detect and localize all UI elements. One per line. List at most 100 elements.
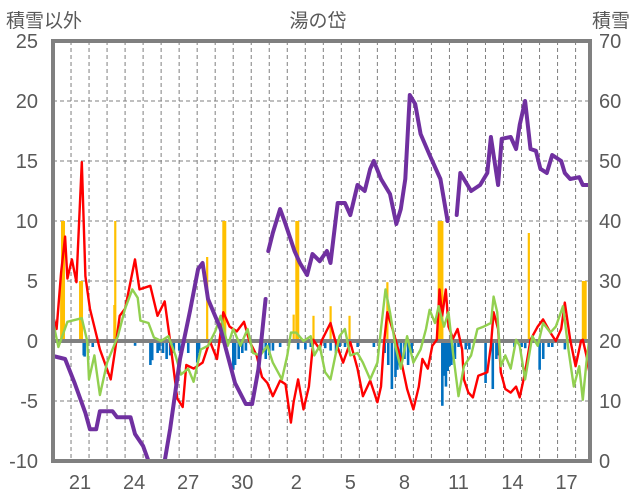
- negative-bar: [161, 341, 165, 353]
- positive-bar: [312, 315, 315, 341]
- right-tick-label: 60: [599, 91, 621, 113]
- negative-bar: [406, 341, 410, 365]
- negative-bar: [372, 341, 376, 347]
- negative-bar: [304, 341, 307, 350]
- x-tick-label: 11: [448, 472, 469, 494]
- left-axis-title: 積雪以外: [6, 10, 82, 32]
- negative-bar: [338, 341, 341, 347]
- right-tick-label: 30: [599, 271, 621, 293]
- negative-bar: [91, 341, 95, 347]
- negative-bar: [165, 341, 168, 359]
- positive-bar: [441, 221, 444, 341]
- x-tick-label: 5: [345, 472, 356, 494]
- left-tick-label: 5: [27, 271, 38, 293]
- right-tick-label: 20: [599, 331, 621, 353]
- negative-bar: [468, 341, 471, 350]
- negative-bar: [450, 341, 453, 365]
- left-tick-label: 0: [27, 331, 38, 353]
- x-tick-label: 27: [177, 472, 199, 494]
- grid: [53, 41, 590, 461]
- negative-bar: [156, 341, 159, 353]
- series-lines: [51, 93, 592, 463]
- negative-bar: [541, 341, 545, 359]
- x-tick-label: 14: [501, 472, 523, 494]
- negative-bar: [444, 341, 448, 387]
- negative-bar: [296, 341, 300, 350]
- negative-bar: [453, 341, 457, 359]
- negative-bar: [523, 341, 527, 349]
- negative-bar: [550, 341, 554, 347]
- left-tick-label: -10: [9, 451, 38, 473]
- negative-bar: [394, 341, 397, 377]
- plot-frame: [51, 39, 592, 463]
- x-tick-label: 24: [123, 472, 145, 494]
- negative-bar: [237, 341, 241, 359]
- left-tick-label: 20: [16, 91, 38, 113]
- negative-bar: [309, 341, 313, 347]
- negative-bar: [520, 341, 523, 347]
- right-tick-label: 0: [599, 451, 610, 473]
- negative-bar: [410, 341, 414, 353]
- positive-bar: [584, 281, 587, 341]
- positive-bar: [437, 221, 440, 341]
- negative-bar: [547, 341, 550, 347]
- negative-bar: [271, 341, 275, 351]
- negative-bar: [197, 341, 201, 353]
- negative-bar: [448, 341, 451, 367]
- red-series-line: [51, 160, 592, 424]
- negative-bar: [244, 341, 248, 351]
- negative-bar: [241, 341, 244, 353]
- left-tick-label: 10: [16, 211, 38, 233]
- negative-bar: [133, 341, 137, 346]
- positive-bar: [80, 281, 84, 341]
- x-tick-label: 21: [69, 472, 91, 494]
- negative-bar: [491, 341, 495, 389]
- negative-bar: [464, 341, 468, 350]
- left-tick-label: 15: [16, 151, 38, 173]
- negative-bar: [158, 341, 161, 351]
- positive-bar: [581, 281, 584, 341]
- negative-bar: [446, 341, 450, 371]
- negative-bar: [150, 341, 154, 361]
- negative-bar: [278, 341, 282, 347]
- positive-bar: [224, 221, 227, 341]
- x-tick-label: 2: [291, 472, 302, 494]
- plot-border: [51, 39, 592, 463]
- chart-title: 湯の岱: [289, 10, 346, 32]
- right-tick-label: 10: [599, 391, 621, 413]
- negative-bar: [343, 341, 347, 347]
- right-tick-label: 50: [599, 151, 621, 173]
- positive-bar: [348, 315, 351, 341]
- negative-bar: [177, 341, 181, 351]
- negative-bar: [495, 341, 498, 359]
- negative-bar: [83, 341, 86, 357]
- negative-bar: [232, 341, 235, 370]
- negative-bar: [484, 341, 487, 383]
- negative-bar: [442, 341, 446, 376]
- x-tick-label: 8: [399, 472, 410, 494]
- left-tick-label: 25: [16, 31, 38, 53]
- positive-bar: [439, 221, 442, 341]
- negative-bar: [323, 341, 327, 349]
- right-axis-title: 積雪: [592, 10, 630, 32]
- x-tick-label: 17: [555, 472, 577, 494]
- negative-bar: [390, 341, 394, 389]
- snow-depth-line: [266, 93, 450, 277]
- negative-bar: [386, 341, 390, 365]
- negative-bar: [538, 341, 541, 370]
- x-tick-label: 30: [231, 472, 253, 494]
- negative-bar: [356, 341, 359, 347]
- negative-bar: [195, 341, 199, 363]
- green-series-line: [51, 288, 592, 401]
- negative-bar: [172, 341, 176, 353]
- positive-bar: [62, 221, 66, 341]
- positive-bar: [527, 233, 530, 341]
- positive-bar: [292, 314, 295, 341]
- negative-bar: [149, 341, 152, 365]
- positive-bar: [297, 221, 300, 341]
- negative-bar: [457, 341, 460, 347]
- negative-bar: [233, 341, 237, 365]
- negative-bar: [329, 341, 332, 351]
